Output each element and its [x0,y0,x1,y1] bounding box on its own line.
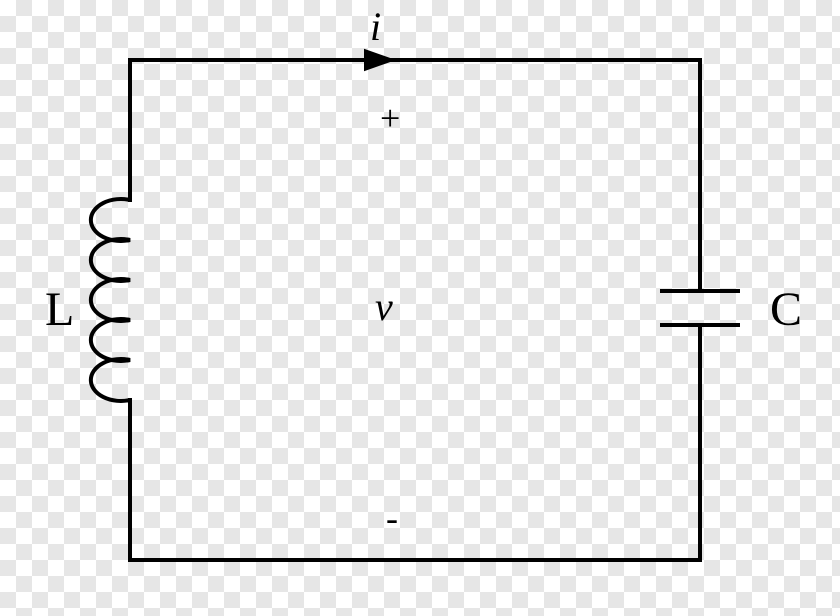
polarity-plus: + [380,98,400,138]
capacitor-label: C [770,283,802,336]
circuit-wires [130,60,700,560]
current-arrow [364,49,396,71]
lc-circuit-diagram: L C i v + - [0,0,840,616]
inductor-symbol [91,199,130,401]
capacitor-symbol [660,291,740,325]
voltage-label: v [375,284,393,329]
current-label: i [370,4,381,49]
inductor-label: L [45,283,74,336]
polarity-minus: - [386,498,398,538]
